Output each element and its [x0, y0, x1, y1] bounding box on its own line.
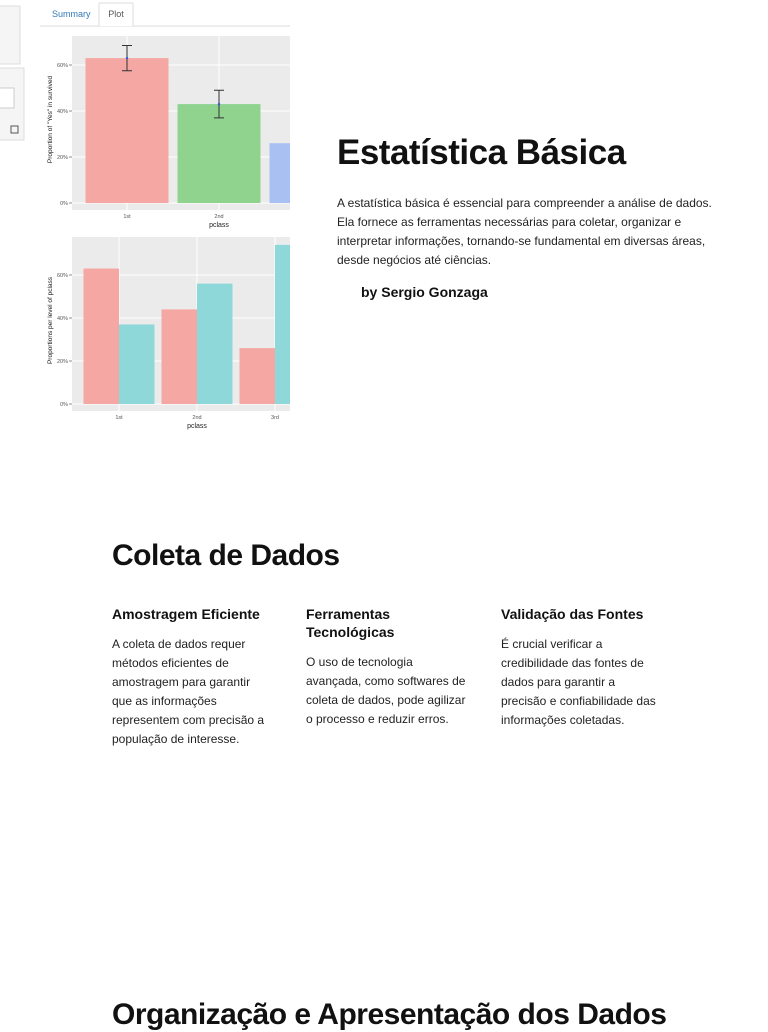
figure: Summary Plot 0% 20% 40% 60% 1st 2nd pclass Prop…	[0, 0, 290, 434]
bar	[161, 309, 197, 404]
sidebar-input[interactable]	[0, 87, 15, 109]
active-tab[interactable]	[98, 2, 134, 26]
next-section-title: Organização e Apresentação dos Dados	[112, 998, 667, 1031]
column-text: A coleta de dados requer métodos eficien…	[112, 637, 265, 746]
column-heading: Validação das Fontes	[501, 606, 644, 622]
x-tick-label: 2nd	[192, 415, 201, 421]
y-tick-label: 40%	[57, 109, 68, 115]
column: Amostragem Eficiente A coleta de dados re…	[112, 605, 272, 749]
column-text: É crucial verificar a credibilidade das …	[501, 637, 656, 727]
error-point	[125, 56, 129, 60]
bar	[275, 244, 290, 404]
column-heading: Ferramentas Tecnológicas	[306, 606, 395, 640]
section-title: Coleta de Dados	[112, 539, 340, 572]
column: Ferramentas Tecnológicas O uso de tecnolo…	[306, 605, 466, 729]
y-tick-label: 60%	[57, 273, 68, 279]
author: by Sergio Gonzaga	[361, 284, 488, 300]
hero-paragraph: A estatística básica é essencial para co…	[337, 196, 712, 267]
error-point	[217, 102, 221, 106]
bar	[119, 324, 155, 404]
y-tick-label: 40%	[57, 316, 68, 322]
y-tick-label: 0%	[60, 201, 68, 207]
bar	[177, 104, 261, 203]
x-tick-label: 3rd	[271, 415, 279, 421]
tab[interactable]: Summary	[52, 9, 91, 19]
edit-icon[interactable]	[10, 125, 19, 134]
x-tick-label: 2nd	[214, 214, 223, 220]
column: Validação das Fontes É crucial verificar …	[501, 605, 656, 730]
bar	[197, 283, 233, 404]
y-tick-label: 20%	[57, 359, 68, 365]
x-tick-label: 1st	[123, 214, 131, 220]
y-tick-label: 20%	[57, 155, 68, 161]
bar	[269, 143, 290, 203]
tab[interactable]: Plot	[108, 9, 124, 19]
y-tick-label: 60%	[57, 63, 68, 69]
hero-title: Estatística Básica	[337, 133, 626, 172]
x-axis-label: pclass	[187, 423, 207, 430]
y-axis-label: Proportion of "Yes" in survived	[47, 76, 54, 164]
column-text: O uso de tecnologia avançada, como softw…	[306, 655, 466, 726]
sidebar-panel	[0, 5, 21, 65]
column-heading: Amostragem Eficiente	[112, 606, 260, 622]
y-axis-label: Proportions per level of pclass	[47, 276, 54, 364]
x-tick-label: 1st	[115, 415, 123, 421]
bar	[239, 348, 275, 404]
bar	[85, 58, 169, 203]
bar	[83, 268, 119, 404]
y-tick-label: 0%	[60, 402, 68, 408]
x-axis-label: pclass	[209, 222, 229, 229]
